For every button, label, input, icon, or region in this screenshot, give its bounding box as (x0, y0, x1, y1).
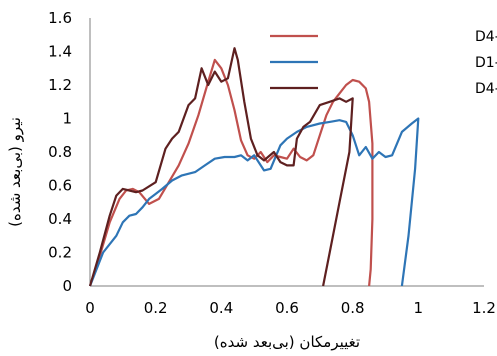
legend-label-2: آزمایشگاهی[12]-D1 (475, 54, 497, 71)
y-tick-label: 1 (62, 110, 72, 128)
series-line-2 (88, 117, 420, 287)
y-tick-label: 1.6 (48, 9, 72, 27)
y-tick-label: 0.4 (48, 210, 72, 228)
y-axis-title: نیرو (بی‌بعد شده) (6, 117, 24, 227)
x-tick-label: 0.2 (144, 299, 168, 317)
x-tick-label: 0.8 (341, 299, 365, 317)
x-tick-label: 1 (414, 299, 424, 317)
y-tick-label: 0 (62, 277, 72, 295)
legend: آزمایشگاهی[12]-D4 آزمایشگاهی[12]-D1 مدلساز… (270, 28, 497, 97)
y-tick-label: 1.2 (48, 76, 72, 94)
legend-label-1: آزمایشگاهی[12]-D4 (475, 28, 497, 45)
y-tick-label: 0.6 (48, 177, 72, 195)
y-tick-label: 0.2 (48, 244, 72, 262)
series-lines (88, 47, 420, 287)
x-tick-label: 1.2 (472, 299, 496, 317)
x-tick-label: 0.4 (209, 299, 233, 317)
x-axis-ticks: 0 0.2 0.4 0.6 0.8 1 1.2 (85, 299, 496, 317)
series-line-3 (88, 47, 354, 287)
series-line-1 (88, 58, 374, 287)
x-tick-label: 0 (85, 299, 95, 317)
y-tick-label: 0.8 (48, 143, 72, 161)
y-axis-ticks: 0 0.2 0.4 0.6 0.8 1 1.2 1.4 1.6 (48, 9, 72, 295)
y-tick-label: 1.4 (48, 43, 72, 61)
x-tick-label: 0.6 (275, 299, 299, 317)
legend-label-3: مدلسازی-D4 (475, 81, 497, 97)
plot-axes (89, 18, 484, 287)
x-axis-title: تغییرمکان (بی‌بعد شده) (214, 333, 360, 351)
